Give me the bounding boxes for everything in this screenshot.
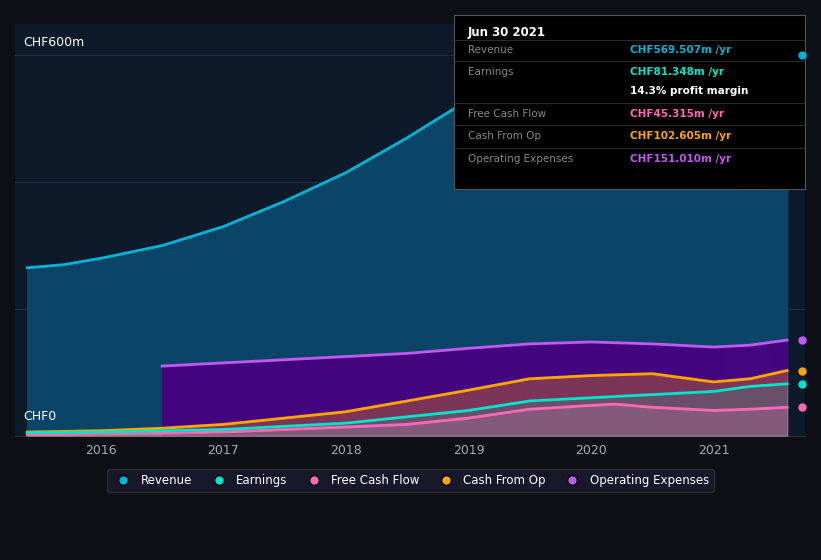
Bar <box>726 24 768 436</box>
Text: CHF600m: CHF600m <box>23 36 85 49</box>
Text: CHF0: CHF0 <box>23 410 56 423</box>
Legend: Revenue, Earnings, Free Cash Flow, Cash From Op, Operating Expenses: Revenue, Earnings, Free Cash Flow, Cash … <box>107 469 713 492</box>
